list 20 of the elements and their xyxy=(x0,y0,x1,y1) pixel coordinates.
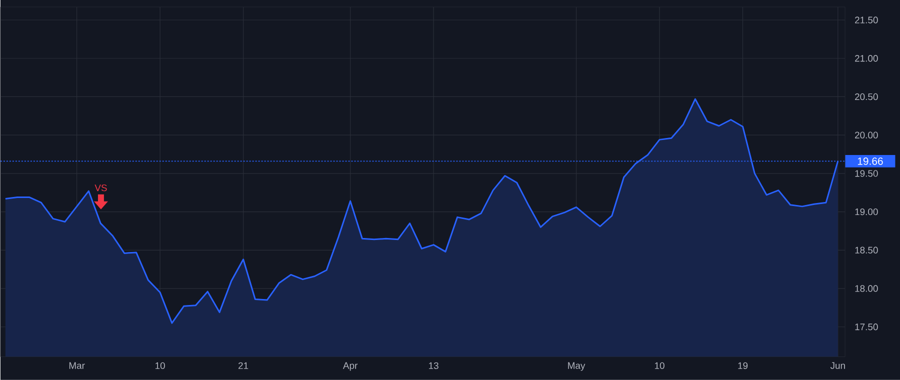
y-tick-label: 20.00 xyxy=(855,132,878,139)
y-tick-label: 21.00 xyxy=(855,55,878,62)
y-tick-label: 21.50 xyxy=(855,16,878,24)
ref-line-label: 19.66 xyxy=(858,158,883,165)
x-tick-label: 10 xyxy=(654,362,664,370)
x-tick-label: 10 xyxy=(156,362,165,370)
x-tick-label: Jun xyxy=(830,362,845,370)
y-tick-label: 19.50 xyxy=(855,170,878,177)
x-tick-label: 19 xyxy=(738,362,748,370)
x-tick-label: 21 xyxy=(238,362,248,370)
y-tick-label: 17.50 xyxy=(855,324,878,330)
y-tick-label: 20.50 xyxy=(855,93,878,100)
y-tick-label: 18.50 xyxy=(855,246,878,254)
x-tick-label: Mar xyxy=(69,362,85,370)
x-tick-label: May xyxy=(568,362,586,371)
y-tick-label: 18.00 xyxy=(855,285,878,292)
annotation: VS xyxy=(94,184,107,192)
x-tick-label: Apr xyxy=(342,362,358,371)
y-tick-label: 19.00 xyxy=(855,208,878,216)
x-tick-label: 13 xyxy=(429,362,438,370)
